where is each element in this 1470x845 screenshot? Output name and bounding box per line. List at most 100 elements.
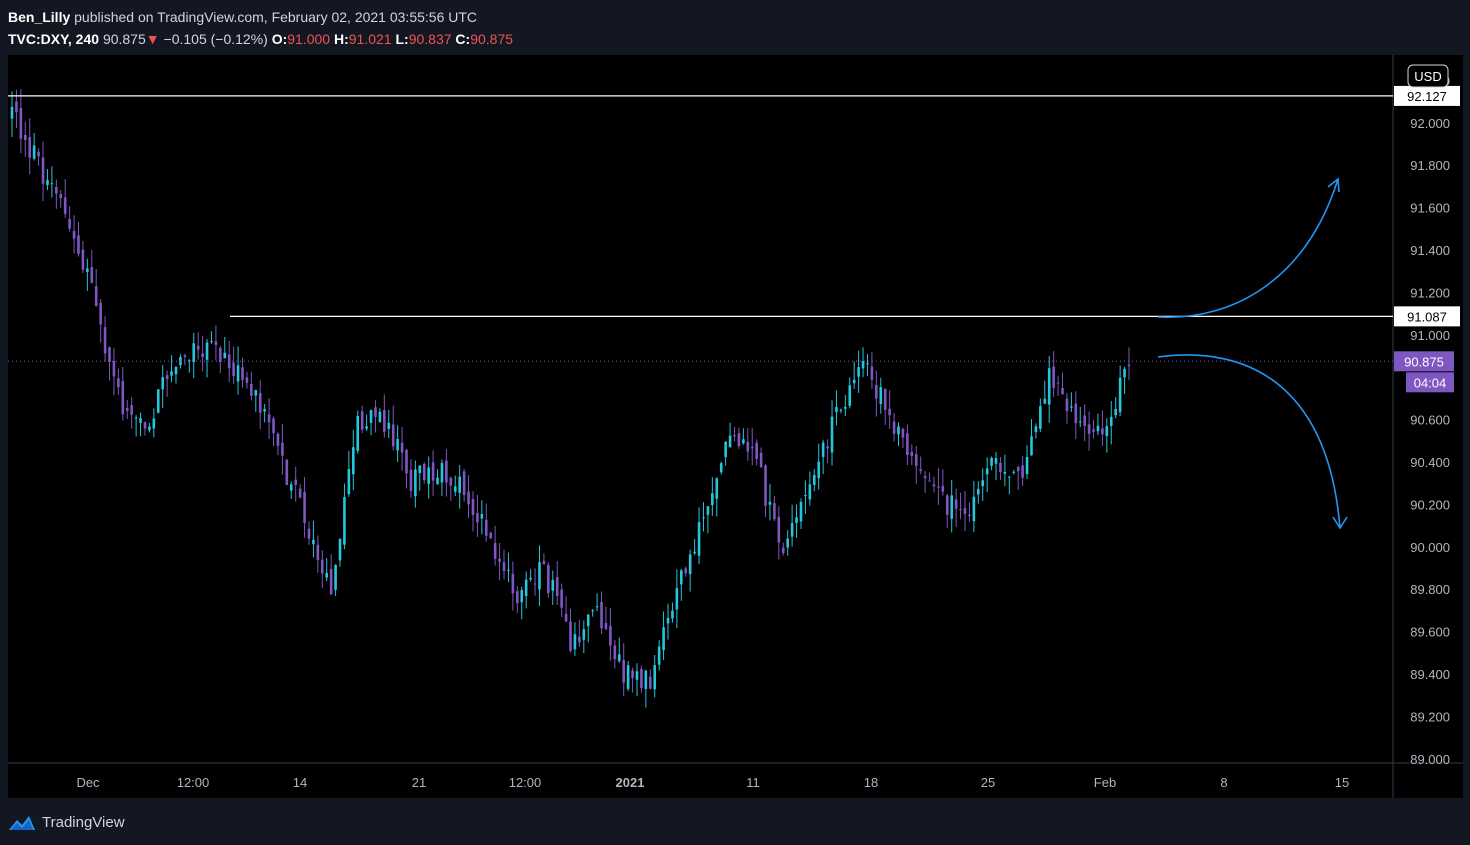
arrow-head-icon [1332,516,1348,530]
candle [764,463,767,518]
open-value: 91.000 [287,31,331,47]
candle [932,476,936,493]
candle [188,359,191,373]
candle [214,325,218,361]
candle [325,558,329,581]
brand-name[interactable]: TradingView [42,813,125,831]
candle [600,591,603,635]
candle [1123,366,1126,394]
candle [777,506,781,560]
candle [950,479,953,533]
candle [835,390,838,426]
candle [693,539,696,556]
y-tick-label: 89.600 [1410,625,1450,640]
bearish-projection-arrow[interactable] [1157,354,1341,529]
y-tick-label: 91.800 [1410,158,1450,173]
candle [529,569,532,582]
tradingview-logo-icon[interactable] [8,812,36,832]
candle [733,426,736,442]
candle [458,465,461,509]
candle [657,640,661,671]
candle [711,477,714,516]
candle [768,483,772,521]
candle [976,481,980,504]
candle [1061,372,1064,395]
candle [316,535,320,573]
candle [547,562,550,598]
candle [830,400,834,466]
candle [289,481,293,499]
candle [520,586,524,620]
candle [210,331,213,344]
plot-area[interactable] [8,55,1393,798]
candle [1127,347,1131,381]
candle [112,347,116,396]
candle [666,603,670,640]
candle [555,561,559,605]
candle [591,608,594,617]
candle [675,569,679,629]
candle [919,456,922,475]
candle [573,622,577,656]
candle [1012,469,1016,475]
y-tick-label: 92.000 [1410,116,1450,131]
candle [812,469,816,492]
candle [498,542,501,581]
candle [59,189,63,208]
candle [125,399,129,419]
bullish-projection-arrow[interactable] [1157,178,1339,318]
candle [626,660,630,692]
candle [551,570,555,605]
candle [817,443,821,490]
candle [728,422,732,448]
author-name[interactable]: Ben_Lilly [8,9,71,25]
candle [148,422,151,433]
candle [866,353,869,377]
last-price-badge [1394,351,1454,372]
candle [848,377,852,409]
candle [706,506,710,534]
candle [161,365,165,409]
candle [945,493,949,528]
published-text: published on TradingView.com, February 0… [74,9,478,25]
candle [81,240,85,274]
x-tick-label: 12:00 [509,775,542,790]
candle [347,450,351,497]
candle [786,530,789,556]
candle [227,340,231,383]
candle [484,503,488,542]
chart-header: Ben_Lilly published on TradingView.com, … [8,6,513,50]
candle [516,586,519,614]
candle [245,371,249,389]
candle [844,395,847,417]
candle [724,441,727,466]
candle [205,338,209,378]
candle [453,475,457,496]
candle [990,456,993,471]
footer: TradingView [8,811,125,833]
close-label: C: [455,31,471,47]
y-tick-label: 90.000 [1410,540,1450,555]
price-chart[interactable]: 92.20092.00091.80091.60091.40091.20091.0… [8,55,1463,798]
last-price-label: 90.875 [1404,354,1444,369]
candle [781,542,785,556]
candle [400,426,404,471]
candle [440,459,444,496]
candle [892,413,896,442]
candle [937,468,940,505]
candle [742,428,745,445]
candle [795,504,798,539]
price-scale[interactable] [1393,55,1463,798]
candle [826,439,829,464]
candle [294,466,297,502]
candle [755,439,758,466]
candle [445,449,448,497]
candle [378,408,382,423]
candle [86,258,89,291]
candle [1109,400,1113,445]
currency-button[interactable] [1407,64,1449,88]
candle [653,655,657,698]
level-price-label: 92.127 [1407,89,1447,104]
candle [343,483,346,550]
y-tick-label: 90.400 [1410,455,1450,470]
